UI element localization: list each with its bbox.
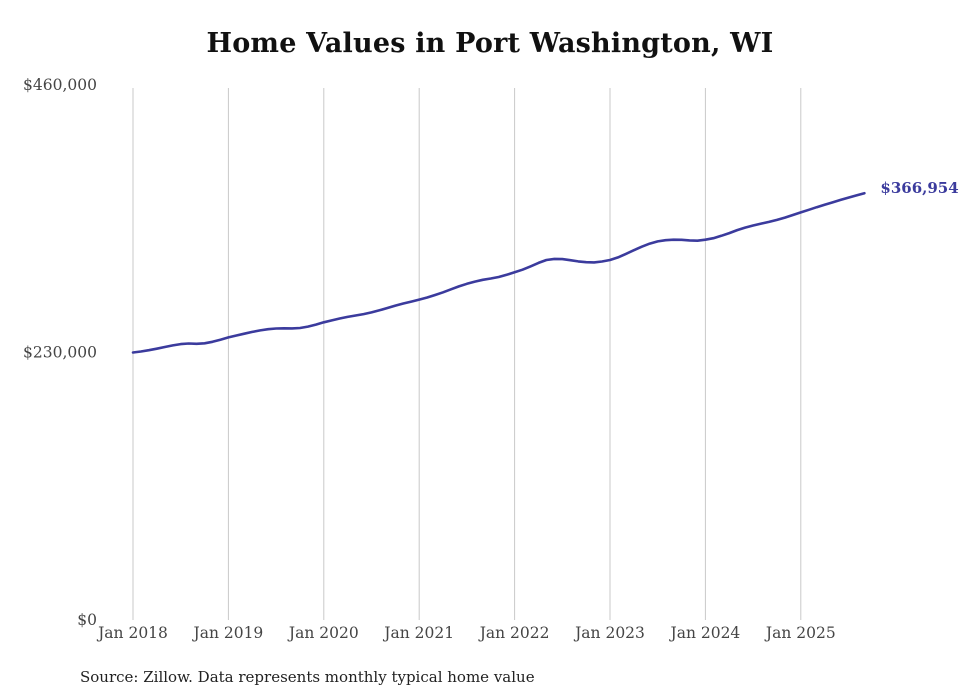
x-tick-label: Jan 2025 [764, 624, 836, 642]
x-tick-label: Jan 2018 [96, 624, 168, 642]
y-tick-label: $460,000 [23, 76, 97, 94]
x-tick-label: Jan 2020 [287, 624, 359, 642]
x-tick-label: Jan 2019 [191, 624, 263, 642]
latest-value-label: $366,954 [880, 179, 959, 198]
x-tick-label: Jan 2022 [478, 624, 550, 642]
x-tick-label: Jan 2024 [668, 624, 740, 642]
chart-title: Home Values in Port Washington, WI [206, 28, 774, 59]
home-value-line [131, 191, 866, 354]
y-tick-label: $230,000 [23, 344, 97, 362]
x-tick-label: Jan 2023 [573, 624, 645, 642]
y-tick-label: $0 [77, 611, 97, 629]
source-note: Source: Zillow. Data represents monthly … [80, 668, 535, 686]
x-tick-label: Jan 2021 [382, 624, 454, 642]
